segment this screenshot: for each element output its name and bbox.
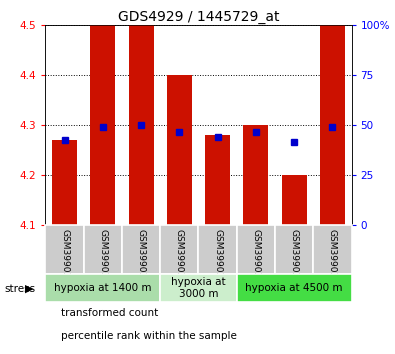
Bar	[205, 135, 230, 225]
Text: transformed count: transformed count	[61, 308, 158, 318]
Bar	[45, 225, 84, 274]
Bar	[237, 225, 275, 274]
Bar	[320, 25, 345, 225]
Bar	[167, 75, 192, 225]
Text: hypoxia at 4500 m: hypoxia at 4500 m	[245, 283, 343, 293]
Text: hypoxia at 1400 m: hypoxia at 1400 m	[54, 283, 152, 293]
Text: GSM399035: GSM399035	[213, 229, 222, 284]
Text: GSM399033: GSM399033	[137, 229, 146, 284]
Bar	[313, 225, 352, 274]
Text: percentile rank within the sample: percentile rank within the sample	[61, 331, 237, 341]
Bar	[122, 225, 160, 274]
Text: GSM399036: GSM399036	[251, 229, 260, 284]
Text: GSM399034: GSM399034	[175, 229, 184, 284]
Bar	[243, 125, 268, 225]
Bar	[90, 25, 115, 225]
Title: GDS4929 / 1445729_at: GDS4929 / 1445729_at	[118, 10, 279, 24]
Bar	[160, 225, 199, 274]
Text: GSM399037: GSM399037	[290, 229, 299, 284]
Bar	[275, 225, 313, 274]
Text: stress: stress	[4, 284, 35, 293]
Bar	[52, 140, 77, 225]
Text: GSM399032: GSM399032	[98, 229, 107, 284]
Bar	[129, 25, 154, 225]
Bar	[84, 225, 122, 274]
Text: GSM399038: GSM399038	[328, 229, 337, 284]
Bar	[282, 175, 307, 225]
Bar	[45, 274, 160, 302]
Text: ▶: ▶	[25, 284, 34, 293]
Bar	[199, 225, 237, 274]
Bar	[237, 274, 352, 302]
Text: GSM399031: GSM399031	[60, 229, 69, 284]
Bar	[160, 274, 237, 302]
Text: hypoxia at
3000 m: hypoxia at 3000 m	[171, 277, 226, 299]
